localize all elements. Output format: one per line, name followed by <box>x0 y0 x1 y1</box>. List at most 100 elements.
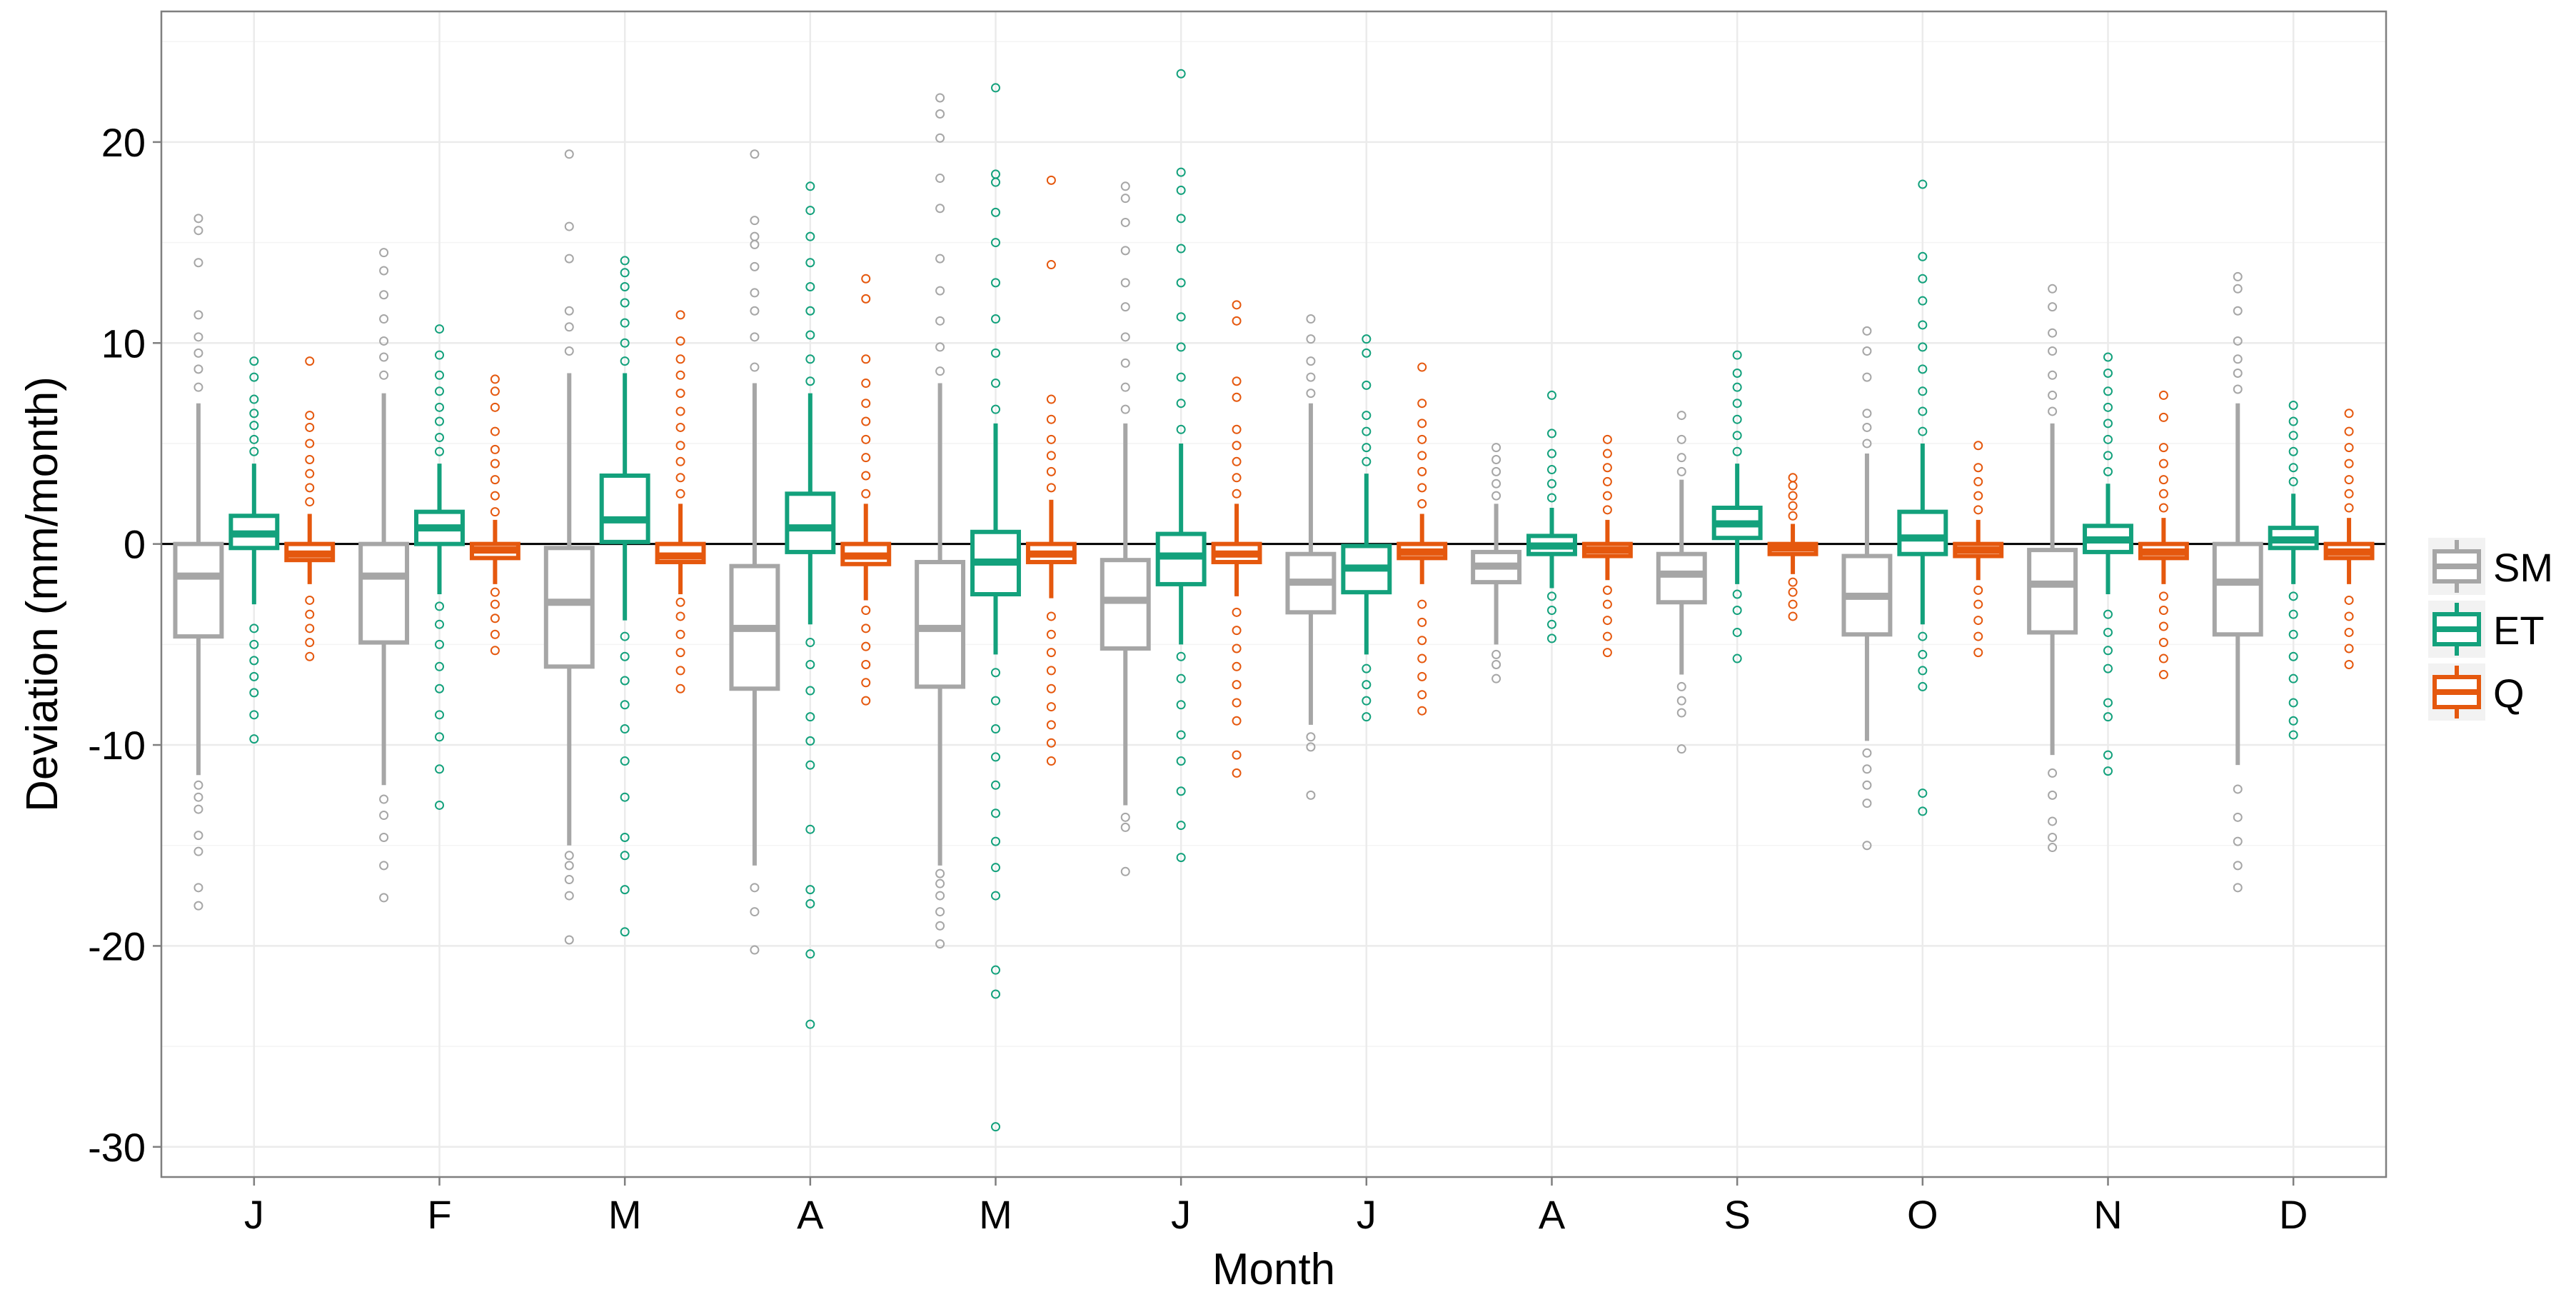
outlier-point <box>861 274 871 284</box>
outlier-point <box>1232 392 1242 402</box>
outlier-point <box>379 893 389 903</box>
outlier-point <box>305 422 315 432</box>
outlier-point <box>805 206 815 216</box>
box-et-1 <box>228 356 280 744</box>
outlier-point <box>1232 376 1242 386</box>
outlier-point <box>2288 698 2298 708</box>
outlier-point <box>991 724 1000 734</box>
outlier-point <box>193 332 203 342</box>
outlier-point <box>1362 334 1372 344</box>
outlier-point <box>1417 399 1427 409</box>
outlier-point <box>1918 364 1928 374</box>
outlier-point <box>1046 260 1056 270</box>
outlier-point <box>379 336 389 346</box>
outlier-point <box>620 356 630 366</box>
outlier-point <box>620 256 630 266</box>
outlier-point <box>1417 706 1427 716</box>
outlier-point <box>2103 750 2113 760</box>
outlier-point <box>750 149 760 159</box>
box-iqr <box>915 559 966 689</box>
box-q-8 <box>1581 434 1633 658</box>
outlier-point <box>1788 611 1798 621</box>
outlier-point <box>750 288 760 298</box>
outlier-point <box>1176 756 1186 766</box>
outlier-point <box>805 885 815 895</box>
outlier-point <box>2158 503 2168 513</box>
outlier-point <box>620 885 630 895</box>
outlier-point <box>379 266 389 276</box>
outlier-point <box>620 832 630 842</box>
box-sm-4 <box>729 149 780 955</box>
outlier-point <box>1788 511 1798 521</box>
outlier-point <box>1491 649 1501 659</box>
outlier-point <box>1176 167 1186 177</box>
outlier-point <box>2233 836 2243 846</box>
outlier-point <box>1417 434 1427 444</box>
outlier-point <box>620 268 630 278</box>
outlier-point <box>1918 386 1928 396</box>
outlier-point <box>1120 181 1130 191</box>
box-iqr <box>358 541 410 645</box>
box-et-8 <box>1526 390 1577 644</box>
outlier-point <box>991 891 1000 901</box>
outlier-point <box>2048 816 2058 826</box>
outlier-point <box>564 149 574 159</box>
outlier-point <box>1417 451 1427 461</box>
outlier-point <box>1602 463 1612 473</box>
outlier-point <box>675 406 685 416</box>
outlier-point <box>1973 631 1983 641</box>
outlier-point <box>1232 473 1242 483</box>
outlier-point <box>490 402 500 412</box>
outlier-point <box>2233 883 2243 893</box>
outlier-point <box>1918 666 1928 676</box>
outlier-point <box>2103 386 2113 396</box>
outlier-point <box>1362 696 1372 706</box>
outlier-point <box>193 792 203 802</box>
outlier-point <box>805 712 815 722</box>
outlier-point <box>620 631 630 641</box>
outlier-point <box>1676 744 1686 754</box>
outlier-point <box>1046 175 1056 185</box>
outlier-point <box>379 370 389 380</box>
outlier-point <box>1602 476 1612 486</box>
outlier-point <box>1120 194 1130 204</box>
outlier-point <box>1046 483 1056 493</box>
outlier-point <box>2158 475 2168 485</box>
outlier-point <box>2048 346 2058 356</box>
outlier-point <box>935 204 945 214</box>
box-iqr <box>785 491 836 554</box>
outlier-point <box>805 258 815 268</box>
outlier-point <box>1547 465 1556 475</box>
box-q-12 <box>2323 409 2375 669</box>
x-tick-label: A <box>1539 1192 1566 1237</box>
outlier-point <box>991 780 1000 790</box>
box-iqr <box>1897 509 1948 556</box>
outlier-point <box>991 348 1000 358</box>
outlier-point <box>1362 443 1372 453</box>
outlier-point <box>1046 414 1056 424</box>
outlier-point <box>1362 411 1372 421</box>
outlier-point <box>1120 358 1130 368</box>
outlier-point <box>1918 320 1928 330</box>
outlier-point <box>1973 599 1983 609</box>
outlier-point <box>2344 489 2354 499</box>
box-sm-6 <box>1100 181 1151 876</box>
outlier-point <box>2233 354 2243 364</box>
outlier-point <box>1120 246 1130 256</box>
outlier-point <box>2048 284 2058 294</box>
outlier-point <box>435 710 444 720</box>
x-tick-label: N <box>2093 1192 2122 1237</box>
outlier-point <box>991 379 1000 389</box>
outlier-point <box>193 831 203 841</box>
outlier-point <box>435 386 444 396</box>
box-q-3 <box>655 310 706 693</box>
outlier-point <box>2233 784 2243 794</box>
outlier-point <box>490 599 500 609</box>
box-q-2 <box>469 374 520 656</box>
outlier-point <box>305 638 315 648</box>
outlier-point <box>435 446 444 456</box>
outlier-point <box>1306 334 1316 344</box>
y-tick-label: 10 <box>101 321 146 366</box>
outlier-point <box>1602 585 1612 595</box>
outlier-point <box>2344 426 2354 436</box>
